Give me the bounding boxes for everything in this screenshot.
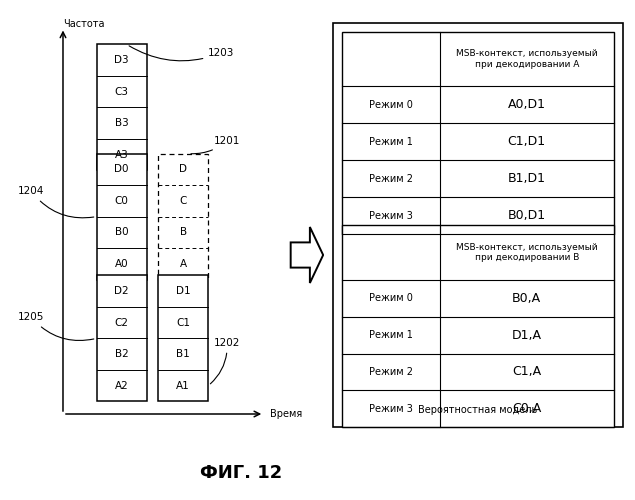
Bar <box>342 225 613 428</box>
Bar <box>97 154 147 280</box>
Text: 1202: 1202 <box>210 338 240 384</box>
Text: MSB-контекст, используемый
при декодировании В: MSB-контекст, используемый при декодиров… <box>456 242 598 262</box>
Text: D1: D1 <box>176 286 190 296</box>
Text: A0: A0 <box>115 259 128 269</box>
Polygon shape <box>291 227 323 283</box>
Text: Режим 2: Режим 2 <box>369 174 413 184</box>
Text: B1: B1 <box>177 349 190 359</box>
Text: Режим 0: Режим 0 <box>369 100 413 110</box>
Text: 1204: 1204 <box>18 186 94 218</box>
Text: Режим 3: Режим 3 <box>369 404 413 414</box>
Text: Частота: Частота <box>63 19 105 29</box>
Text: MSB-контекст, используемый
при декодировании А: MSB-контекст, используемый при декодиров… <box>456 50 598 69</box>
Text: C1,D1: C1,D1 <box>507 136 545 148</box>
Text: Вероятностная модель: Вероятностная модель <box>418 405 537 415</box>
Text: D0: D0 <box>114 164 129 174</box>
Bar <box>158 154 208 280</box>
Text: A1: A1 <box>177 380 190 390</box>
Text: A3: A3 <box>115 150 128 160</box>
Bar <box>97 44 147 170</box>
Text: D2: D2 <box>114 286 129 296</box>
Text: Режим 3: Режим 3 <box>369 211 413 221</box>
Text: A2: A2 <box>115 380 128 390</box>
Text: Время: Время <box>270 409 302 419</box>
Text: Режим 1: Режим 1 <box>369 330 413 340</box>
Text: B3: B3 <box>115 118 128 128</box>
Text: C: C <box>180 196 187 206</box>
Text: C0,A: C0,A <box>512 402 541 415</box>
Text: C3: C3 <box>115 86 129 97</box>
Text: Режим 1: Режим 1 <box>369 137 413 147</box>
Text: B1,D1: B1,D1 <box>508 172 545 186</box>
Text: A0,D1: A0,D1 <box>508 98 545 112</box>
Text: C1,A: C1,A <box>512 366 541 378</box>
Bar <box>158 276 208 402</box>
Text: A: A <box>180 259 187 269</box>
Text: C1: C1 <box>176 318 190 328</box>
Text: Режим 0: Режим 0 <box>369 293 413 303</box>
Text: ФИГ. 12: ФИГ. 12 <box>200 464 283 481</box>
Text: C2: C2 <box>115 318 129 328</box>
Bar <box>97 276 147 402</box>
Text: D3: D3 <box>114 55 129 65</box>
Text: C0: C0 <box>115 196 129 206</box>
Text: Режим 2: Режим 2 <box>369 367 413 377</box>
Text: B0: B0 <box>115 228 128 237</box>
Text: B: B <box>180 228 187 237</box>
Bar <box>342 32 613 234</box>
Text: D1,A: D1,A <box>512 328 542 342</box>
Text: 1201: 1201 <box>191 136 240 154</box>
Text: B0,D1: B0,D1 <box>507 210 545 222</box>
Text: D: D <box>179 164 187 174</box>
Text: 1203: 1203 <box>129 46 235 61</box>
Text: B2: B2 <box>115 349 128 359</box>
Text: B0,A: B0,A <box>512 292 541 304</box>
Text: 1205: 1205 <box>18 312 94 340</box>
